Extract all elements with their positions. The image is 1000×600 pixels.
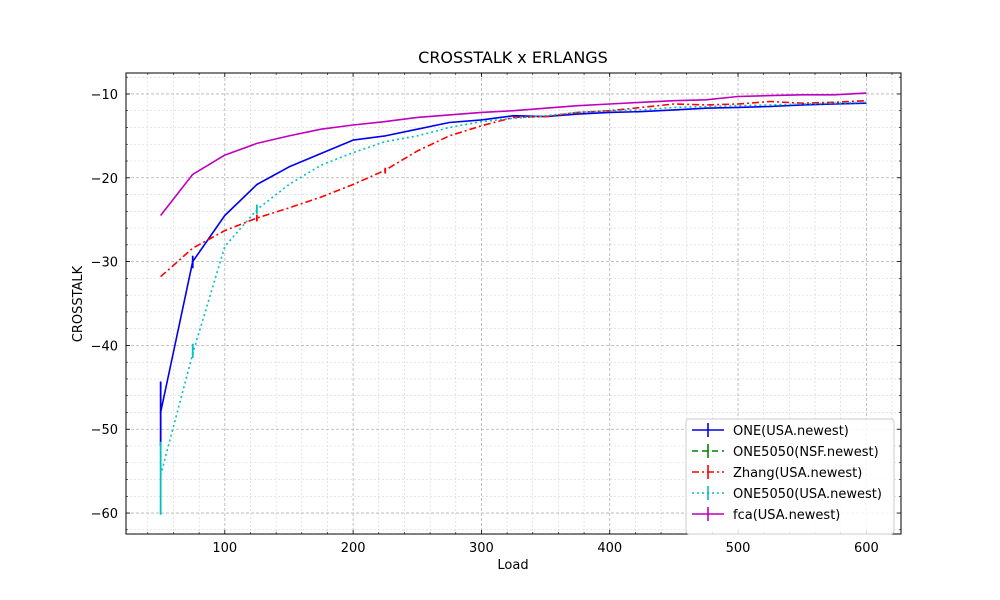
x-axis-label: Load bbox=[497, 558, 528, 573]
y-tick-label: −30 bbox=[91, 256, 118, 271]
y-axis-label: CROSSTALK bbox=[71, 265, 86, 342]
x-tick-label: 600 bbox=[854, 541, 879, 556]
plot-frame bbox=[125, 72, 902, 535]
series-3 bbox=[160, 99, 867, 278]
x-tick-label: 400 bbox=[597, 541, 622, 556]
series-line bbox=[160, 99, 867, 278]
legend-box bbox=[685, 418, 895, 535]
chart-title: CROSSTALK x ERLANGS bbox=[418, 48, 608, 67]
series-line bbox=[159, 102, 867, 413]
series-5 bbox=[159, 92, 867, 216]
y-tick-label: −10 bbox=[91, 88, 118, 103]
y-tick-label: −60 bbox=[91, 507, 118, 522]
series-4 bbox=[159, 101, 867, 515]
legend-label: fca(USA.newest) bbox=[733, 508, 840, 523]
x-tick-label: 200 bbox=[341, 541, 366, 556]
legend-label: ONE5050(USA.newest) bbox=[733, 487, 882, 502]
legend-label: ONE5050(NSF.newest) bbox=[733, 445, 879, 460]
x-tick-label: 300 bbox=[469, 541, 494, 556]
y-tick-label: −40 bbox=[91, 339, 118, 354]
x-tick-label: 100 bbox=[212, 541, 237, 556]
legend: ONE(USA.newest) ONE5050(NSF.newest) Zhang(… bbox=[685, 418, 895, 535]
series-line bbox=[159, 92, 867, 216]
y-tick-label: −50 bbox=[91, 423, 118, 438]
legend-label: Zhang(USA.newest) bbox=[733, 466, 862, 481]
series-layer bbox=[159, 92, 867, 515]
ticks-layer: 100 200 300 400 500 600 −60 −50 −40 −30 −20 −10 bbox=[91, 73, 901, 556]
legend-label: ONE(USA.newest) bbox=[733, 424, 849, 439]
series-1 bbox=[159, 102, 867, 446]
y-tick-label: −20 bbox=[91, 172, 118, 187]
x-tick-label: 500 bbox=[726, 541, 751, 556]
